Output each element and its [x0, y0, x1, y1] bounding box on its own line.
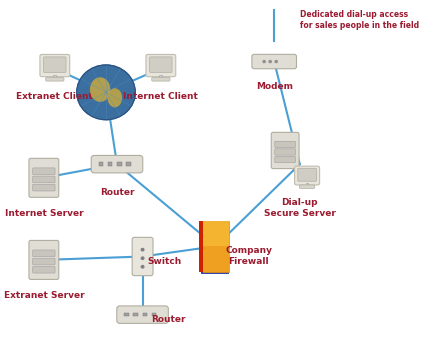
Bar: [152, 313, 156, 316]
Bar: [108, 162, 112, 166]
Text: Internet Client: Internet Client: [124, 92, 198, 101]
FancyBboxPatch shape: [294, 166, 320, 185]
FancyBboxPatch shape: [29, 240, 59, 279]
FancyBboxPatch shape: [275, 141, 296, 147]
Bar: [53, 75, 56, 78]
FancyBboxPatch shape: [33, 258, 55, 265]
Text: Router: Router: [151, 315, 185, 324]
Bar: [306, 183, 308, 186]
FancyBboxPatch shape: [117, 306, 168, 324]
FancyBboxPatch shape: [298, 168, 317, 181]
FancyBboxPatch shape: [33, 266, 55, 273]
FancyBboxPatch shape: [43, 57, 66, 73]
Bar: [143, 313, 147, 316]
Bar: [126, 162, 131, 166]
FancyBboxPatch shape: [299, 185, 315, 188]
Bar: [199, 221, 202, 272]
FancyBboxPatch shape: [202, 221, 229, 272]
FancyBboxPatch shape: [271, 132, 299, 169]
FancyBboxPatch shape: [33, 168, 55, 175]
FancyBboxPatch shape: [146, 54, 176, 77]
FancyBboxPatch shape: [33, 176, 55, 183]
FancyBboxPatch shape: [150, 57, 172, 73]
Text: Extranet Client: Extranet Client: [16, 92, 93, 101]
Circle shape: [77, 65, 135, 120]
FancyBboxPatch shape: [91, 155, 143, 173]
Text: Dial-up
Secure Server: Dial-up Secure Server: [264, 198, 336, 218]
FancyBboxPatch shape: [40, 54, 70, 77]
Circle shape: [141, 248, 144, 251]
FancyBboxPatch shape: [29, 158, 59, 197]
FancyBboxPatch shape: [252, 54, 296, 69]
FancyBboxPatch shape: [33, 184, 55, 191]
Bar: [117, 162, 121, 166]
Text: Router: Router: [100, 188, 134, 197]
Text: Modem: Modem: [256, 82, 293, 91]
Ellipse shape: [90, 77, 110, 102]
Bar: [201, 272, 229, 274]
Circle shape: [263, 61, 265, 63]
FancyBboxPatch shape: [46, 77, 64, 81]
Text: Dedicated dial-up access
for sales people in the field: Dedicated dial-up access for sales peopl…: [300, 10, 419, 30]
Bar: [159, 75, 162, 78]
Ellipse shape: [107, 88, 122, 107]
Text: Extranet Server: Extranet Server: [3, 291, 84, 300]
FancyBboxPatch shape: [33, 250, 55, 257]
Bar: [99, 162, 103, 166]
FancyBboxPatch shape: [275, 149, 296, 155]
Circle shape: [269, 61, 271, 63]
Bar: [133, 313, 138, 316]
Bar: [124, 313, 129, 316]
FancyBboxPatch shape: [202, 221, 229, 246]
FancyBboxPatch shape: [152, 77, 170, 81]
Text: Company
Firewall: Company Firewall: [225, 246, 272, 266]
FancyBboxPatch shape: [132, 237, 153, 276]
Circle shape: [141, 265, 144, 268]
Circle shape: [141, 257, 144, 259]
Text: Switch: Switch: [147, 256, 181, 265]
Text: Internet Server: Internet Server: [5, 209, 83, 218]
FancyBboxPatch shape: [275, 156, 296, 163]
Circle shape: [275, 61, 277, 63]
